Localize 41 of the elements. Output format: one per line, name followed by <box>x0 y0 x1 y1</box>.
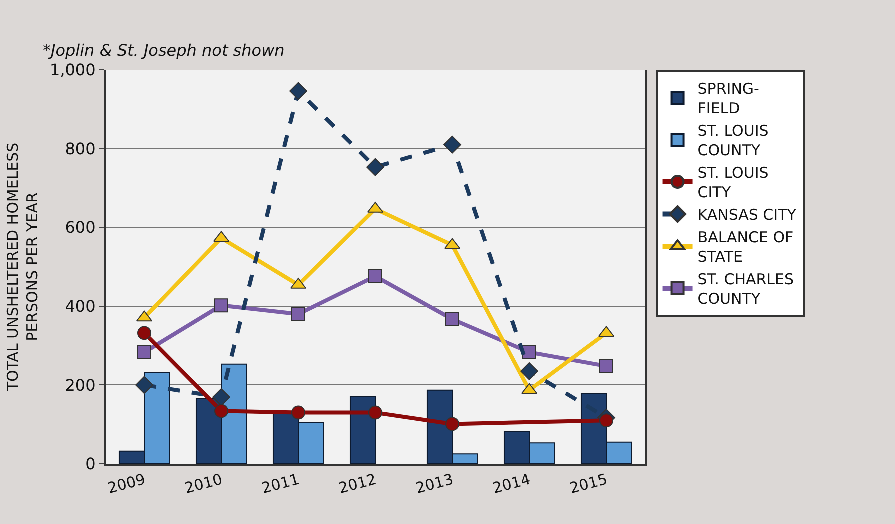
text: *Joplin & St. Joseph not shown <box>43 41 285 60</box>
point <box>522 346 536 360</box>
point <box>600 414 614 428</box>
point <box>292 406 306 420</box>
legend-label: SPRING- FIELD <box>698 80 760 118</box>
point <box>136 376 154 394</box>
y-tick-label: 800 <box>65 139 96 158</box>
legend-label: KANSAS CITY <box>698 206 798 224</box>
point <box>292 307 306 322</box>
point <box>366 158 384 176</box>
x-tick-label: 2009 <box>106 470 148 498</box>
legend-label: ST. LOUIS COUNTY <box>698 122 769 160</box>
point <box>212 388 230 406</box>
x-tick-label: 2010 <box>182 470 224 498</box>
point <box>368 269 382 284</box>
legend-label: BALANCE OF STATE <box>698 228 794 266</box>
y-tick-label: 400 <box>65 297 96 316</box>
y-tick-label: 200 <box>65 376 96 395</box>
x-tick-label: 2011 <box>260 470 302 498</box>
point <box>368 406 382 420</box>
x-tick-label: 2013 <box>414 470 456 498</box>
y-axis-title: TOTAL UNSHELTERED HOMELESS PERSONS PER YEAR <box>4 142 42 392</box>
y-tick-label: 600 <box>65 218 96 238</box>
y-tick-label: 1,000 <box>50 60 96 80</box>
point <box>444 136 462 154</box>
point <box>600 359 614 374</box>
point <box>138 346 152 360</box>
point <box>214 404 228 418</box>
point <box>446 417 460 432</box>
x-tick-label: 2015 <box>568 470 610 498</box>
x-tick-label: 2012 <box>336 470 378 498</box>
x-tick-label: 2014 <box>490 470 532 498</box>
point <box>446 312 460 326</box>
y-tick-label: 0 <box>86 454 96 474</box>
point <box>138 326 152 340</box>
bar <box>350 396 376 464</box>
legend-label: ST. CHARLES COUNTY <box>698 270 794 308</box>
point <box>290 82 308 100</box>
point <box>520 362 538 380</box>
legend-label: ST. LOUIS CITY <box>698 164 769 202</box>
point <box>214 298 228 313</box>
